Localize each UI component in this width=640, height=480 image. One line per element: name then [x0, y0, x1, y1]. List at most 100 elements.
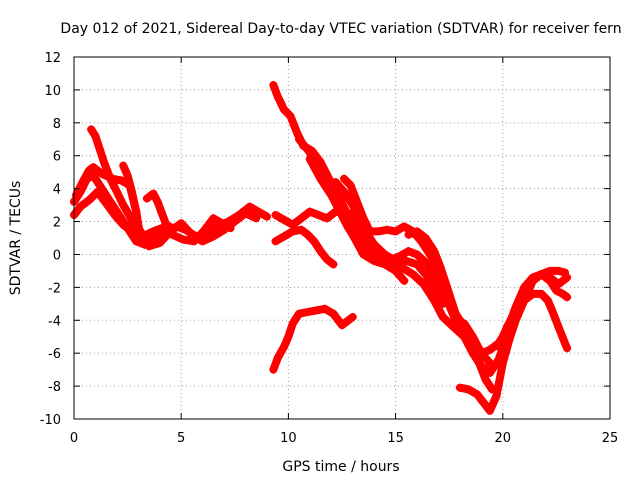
- data-point: [329, 309, 338, 318]
- series-arc-17: [271, 225, 338, 269]
- plot-frame: [73, 56, 611, 420]
- data-point: [286, 112, 295, 121]
- data-point: [421, 234, 430, 242]
- data-point: [443, 283, 452, 292]
- data-point: [168, 224, 177, 233]
- data-point: [209, 232, 218, 241]
- data-point: [284, 332, 293, 341]
- data-point: [209, 214, 218, 223]
- data-point: [280, 105, 289, 114]
- x-tick-label: 20: [495, 431, 512, 446]
- data-point: [295, 309, 304, 318]
- data-point: [348, 210, 357, 219]
- series-core: [274, 210, 355, 227]
- data-point: [455, 383, 464, 392]
- data-point: [563, 293, 572, 302]
- data-point: [153, 197, 162, 206]
- data-point: [361, 247, 370, 256]
- data-point: [498, 359, 507, 368]
- data-point: [340, 174, 349, 183]
- data-point: [177, 222, 186, 231]
- y-tick-label: -8: [48, 380, 61, 395]
- data-point: [408, 270, 417, 279]
- series-core: [497, 292, 569, 350]
- data-point: [528, 289, 537, 298]
- data-point: [280, 232, 289, 241]
- data-point: [344, 316, 353, 325]
- data-point: [87, 125, 96, 134]
- data-point: [252, 214, 261, 223]
- data-point: [110, 210, 119, 219]
- data-point: [359, 214, 368, 223]
- data-point: [95, 181, 104, 190]
- data-point: [353, 237, 362, 246]
- data-point: [455, 316, 464, 325]
- data-point: [280, 342, 289, 351]
- data-point: [374, 227, 383, 236]
- y-axis-title: SDTVAR / TECUs: [8, 181, 24, 296]
- data-point: [310, 237, 319, 246]
- data-point: [520, 283, 529, 292]
- data-point: [370, 253, 379, 262]
- data-point: [271, 237, 280, 246]
- data-point: [543, 296, 552, 305]
- y-tick-label: 12: [44, 51, 61, 66]
- data-point: [147, 237, 156, 246]
- data-point: [85, 196, 94, 205]
- data-point: [430, 283, 439, 292]
- data-point: [329, 260, 338, 269]
- data-point: [102, 199, 111, 208]
- chart-title: Day 012 of 2021, Sidereal Day-to-day VTE…: [60, 21, 621, 37]
- x-tick-label: 10: [280, 431, 297, 446]
- data-point: [449, 322, 458, 331]
- data-point: [320, 304, 329, 313]
- data-point: [331, 207, 340, 216]
- data-point: [545, 273, 554, 282]
- y-tick-label: -4: [48, 314, 61, 329]
- data-point: [305, 155, 314, 164]
- data-point: [297, 214, 306, 223]
- data-series: [70, 80, 572, 415]
- y-tick-label: 6: [53, 150, 61, 165]
- y-tick-label: -2: [48, 281, 61, 296]
- data-point: [155, 238, 164, 247]
- data-point: [76, 202, 85, 211]
- data-point: [93, 187, 102, 196]
- data-point: [383, 225, 392, 234]
- data-point: [554, 322, 563, 331]
- series-band: [269, 304, 357, 374]
- data-point: [85, 166, 94, 175]
- data-point: [404, 247, 413, 256]
- data-point: [348, 312, 357, 321]
- data-point: [413, 250, 422, 259]
- data-point: [72, 191, 81, 200]
- series-arc-12: [404, 227, 497, 394]
- data-point: [528, 273, 537, 282]
- data-point: [119, 201, 128, 210]
- data-point: [331, 178, 340, 187]
- data-point: [391, 257, 400, 266]
- data-point: [254, 207, 263, 216]
- data-point: [288, 319, 297, 328]
- data-point: [295, 135, 304, 144]
- data-point: [140, 240, 149, 249]
- data-point: [468, 345, 477, 354]
- data-point: [230, 217, 239, 226]
- data-point: [91, 131, 100, 140]
- data-point: [560, 339, 569, 348]
- data-point: [503, 322, 512, 331]
- data-point: [273, 92, 282, 101]
- data-point: [262, 212, 271, 221]
- x-axis-title: GPS time / hours: [282, 459, 399, 475]
- axis-ticks: [73, 56, 611, 420]
- data-point: [198, 237, 207, 246]
- data-point: [292, 128, 301, 137]
- data-point: [119, 220, 128, 229]
- data-point: [380, 250, 389, 259]
- data-point: [391, 227, 400, 236]
- y-tick-label: -10: [40, 413, 61, 428]
- x-tick-labels: 0 5 10 15 20 25: [70, 431, 618, 446]
- y-tick-labels: -10 -8 -6 -4 -2 0 2 4 6 8 10 12: [40, 51, 61, 428]
